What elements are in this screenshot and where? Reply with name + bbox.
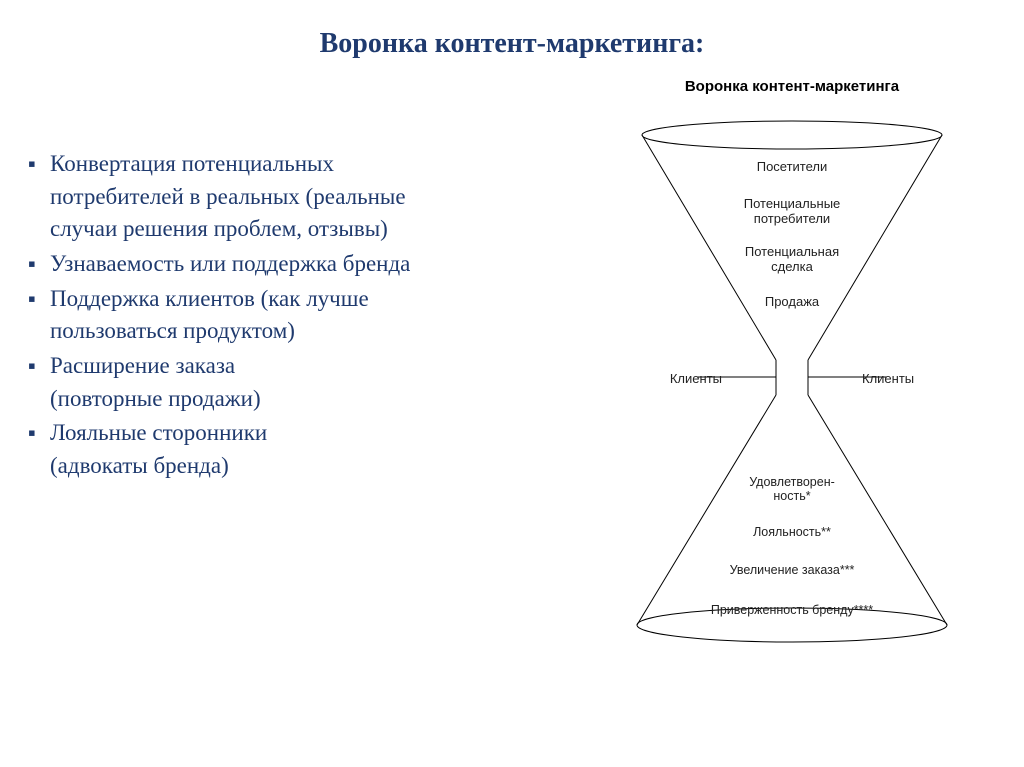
funnel-label: Увеличение заказа*** (702, 563, 882, 577)
bullet-text: Расширение заказа(повторные продажи) (50, 350, 588, 415)
funnel-label: Удовлетворен-ность* (702, 475, 882, 504)
funnel-label: Лояльность** (702, 525, 882, 539)
bullet-marker: ▪ (28, 148, 36, 179)
funnel-label: Посетители (702, 160, 882, 175)
funnel-label: Приверженность бренду**** (702, 603, 882, 617)
bullet-marker: ▪ (28, 350, 36, 381)
funnel-side-label-right: Клиенты (862, 371, 914, 386)
bullet-text: Поддержка клиентов (как лучшепользоватьс… (50, 283, 588, 348)
bullet-column: ▪ Конвертация потенциальныхпотребителей в… (28, 78, 588, 665)
diagram-column: Воронка контент-маркетинга Посетители Пот… (588, 78, 996, 665)
bullet-marker: ▪ (28, 417, 36, 448)
diagram-title: Воронка контент-маркетинга (588, 78, 996, 95)
bullet-text: Узнаваемость или поддержка бренда (50, 248, 588, 281)
page-title: Воронка контент-маркетинга: (0, 0, 1024, 78)
bullet-marker: ▪ (28, 283, 36, 314)
bullet-item: ▪ Узнаваемость или поддержка бренда (28, 248, 588, 281)
bullet-item: ▪ Расширение заказа(повторные продажи) (28, 350, 588, 415)
funnel-label: Продажа (702, 295, 882, 310)
bullet-item: ▪ Конвертация потенциальныхпотребителей в… (28, 148, 588, 246)
bullet-item: ▪ Лояльные сторонники(адвокаты бренда) (28, 417, 588, 482)
bullet-marker: ▪ (28, 248, 36, 279)
funnel-svg (602, 105, 982, 665)
content-row: ▪ Конвертация потенциальныхпотребителей в… (0, 78, 1024, 665)
funnel-label: Потенциальнаясделка (702, 245, 882, 275)
bullet-list: ▪ Конвертация потенциальныхпотребителей в… (28, 148, 588, 483)
bullet-text: Лояльные сторонники(адвокаты бренда) (50, 417, 588, 482)
funnel-label: Потенциальныепотребители (702, 197, 882, 227)
bullet-item: ▪ Поддержка клиентов (как лучшепользовать… (28, 283, 588, 348)
funnel-side-label-left: Клиенты (670, 371, 722, 386)
funnel-diagram: Посетители Потенциальныепотребители Потенц… (602, 105, 982, 665)
bullet-text: Конвертация потенциальныхпотребителей в … (50, 148, 588, 246)
